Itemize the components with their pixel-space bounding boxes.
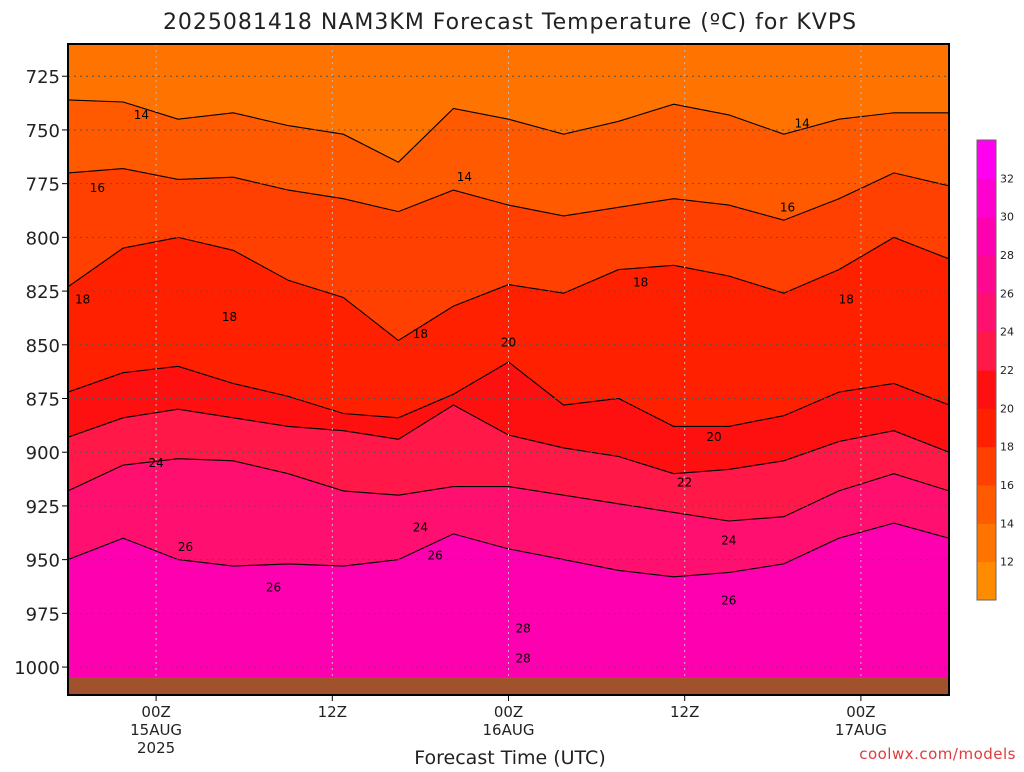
x-tick-label: 00Z [494, 703, 523, 721]
colorbar-label: 16 [1000, 479, 1014, 492]
contour-label: 14 [795, 116, 810, 130]
colorbar-label: 22 [1000, 364, 1014, 377]
contour-label: 16 [90, 181, 105, 195]
contour-label: 28 [516, 621, 531, 635]
contour-label: 20 [706, 430, 721, 444]
colorbar-label: 26 [1000, 287, 1014, 300]
contour-label: 28 [516, 651, 531, 665]
contour-label: 26 [721, 593, 736, 607]
colorbar-label: 14 [1000, 517, 1014, 530]
x-tick-label: 2025 [137, 739, 175, 757]
colorbar-label: 28 [1000, 249, 1014, 262]
contour-label: 24 [148, 456, 163, 470]
contour-label: 26 [427, 548, 442, 562]
y-tick-label: 850 [26, 336, 60, 357]
y-tick-label: 875 [26, 390, 60, 411]
y-tick-label: 750 [26, 121, 60, 142]
y-tick-label: 925 [26, 497, 60, 518]
x-tick-label: 15AUG [130, 721, 182, 739]
contour-label: 18 [633, 275, 648, 289]
colorbar-label: 30 [1000, 211, 1014, 224]
colorbar-swatch [977, 408, 996, 448]
y-tick-label: 900 [26, 443, 60, 464]
fill-band-coldest [68, 44, 949, 133]
colorbar-swatch [977, 140, 996, 179]
contour-line-14 [68, 99, 949, 163]
contour-label: 14 [134, 108, 149, 122]
contour-label: 24 [413, 520, 428, 534]
x-tick-label: 17AUG [835, 721, 887, 739]
y-tick-label: 950 [26, 551, 60, 572]
colorbar-swatch [977, 370, 996, 409]
colorbar-swatch [977, 331, 996, 371]
colorbar-label: 18 [1000, 441, 1014, 454]
contour-label: 18 [222, 310, 237, 324]
colorbar-legend: 12 14 16 18 20 22 24 26 28 30 32 [976, 139, 1014, 601]
contour-label: 26 [266, 581, 281, 595]
colorbar-label: 32 [1000, 172, 1014, 185]
colorbar-swatch [977, 523, 996, 563]
y-tick-label: 975 [26, 604, 60, 625]
x-tick-label: 12Z [670, 703, 699, 721]
colorbar-swatch [977, 561, 996, 601]
colorbar-swatch [977, 255, 996, 294]
chart-title: 2025081418 NAM3KM Forecast Temperature (… [163, 10, 857, 35]
y-tick-label: 825 [26, 282, 60, 303]
colorbar-swatch [977, 178, 996, 218]
colorbar-label: 24 [1000, 326, 1014, 339]
contour-label: 18 [413, 327, 428, 341]
colorbar-swatch [977, 446, 996, 486]
ground-surface [68, 677, 949, 695]
contour-label: 18 [839, 293, 854, 307]
x-tick-label: 12Z [318, 703, 347, 721]
y-tick-label: 725 [26, 67, 60, 88]
contour-label: 16 [780, 200, 795, 214]
contour-label: 24 [721, 533, 736, 547]
contour-label: 20 [501, 336, 516, 350]
colorbar-frame [976, 139, 997, 601]
contour-line-16 [68, 168, 949, 221]
colorbar-swatch [977, 216, 996, 256]
plot-area: 14 14 14 16 16 18 18 18 18 18 20 20 22 24 24 24 26 26 26 26… [67, 43, 950, 696]
y-axis: 725 750 775 800 825 850 875 900 925 950 975 1000 [14, 67, 68, 679]
x-axis-label: Forecast Time (UTC) [414, 747, 605, 768]
contour-label: 14 [457, 170, 472, 184]
x-tick-label: 16AUG [483, 721, 535, 739]
contour-label: 18 [75, 293, 90, 307]
y-tick-label: 1000 [14, 658, 60, 679]
credit-link[interactable]: coolwx.com/models [859, 745, 1016, 763]
x-tick-label: 00Z [141, 703, 170, 721]
y-tick-label: 800 [26, 228, 60, 249]
y-tick-label: 775 [26, 175, 60, 196]
colorbar-swatch [977, 485, 996, 524]
colorbar-label: 12 [1000, 556, 1014, 569]
x-tick-label: 00Z [846, 703, 875, 721]
contour-line-24 [68, 458, 949, 522]
contour-label: 22 [677, 475, 692, 489]
colorbar-label: 20 [1000, 402, 1014, 415]
contour-label: 26 [178, 540, 193, 554]
colorbar-swatch [977, 293, 996, 333]
temperature-fill [68, 44, 949, 695]
